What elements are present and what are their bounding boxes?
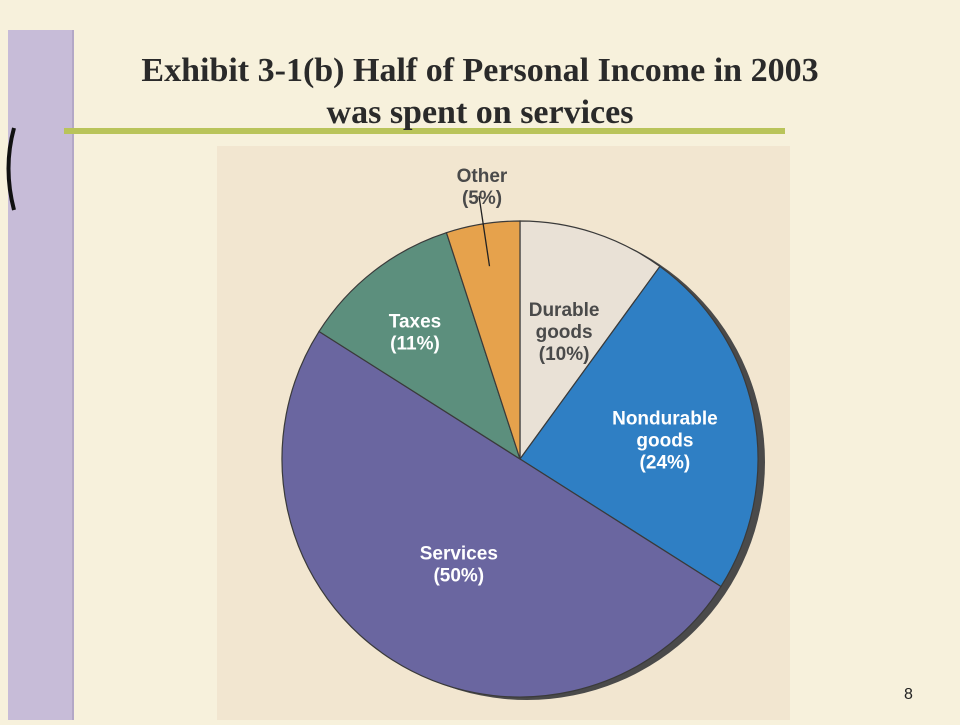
bracket-decoration	[6, 127, 16, 211]
pie-slice-services	[281, 330, 722, 698]
pie-label-nondurable-goods: Nondurable goods (24%)	[612, 408, 718, 473]
pie-label-durable-goods: Durable goods (10%)	[529, 300, 600, 365]
pie-labels: Durable goods (10%)Nondurable goods (24%) Ser…	[389, 166, 718, 587]
leader-line-other	[478, 195, 491, 267]
pie-label-services: Services (50%)	[420, 544, 498, 587]
pie-slice-taxes	[318, 231, 522, 461]
decorative-left-bar	[8, 30, 74, 720]
chart-panel: Durable goods (10%) Nondurable goods (24%) Ser…	[217, 146, 790, 720]
pie-label-taxes: Taxes (11%)	[389, 312, 441, 355]
slide-title: Exhibit 3-1(b) Half of Personal Income i…	[40, 50, 920, 134]
pie-slices	[281, 220, 759, 698]
pie-chart: Durable goods (10%)Nondurable goods (24%) Ser…	[281, 166, 765, 700]
page-number: 8	[904, 686, 913, 703]
pie-slice-nondurable-goods	[519, 265, 759, 588]
title-line-2: was spent on services	[326, 94, 634, 131]
pie-slice-durable-goods	[519, 220, 661, 461]
title-line-1: Exhibit 3-1(b) Half of Personal Income i…	[141, 52, 819, 89]
pie-label-other: Other (5%)	[457, 166, 508, 209]
